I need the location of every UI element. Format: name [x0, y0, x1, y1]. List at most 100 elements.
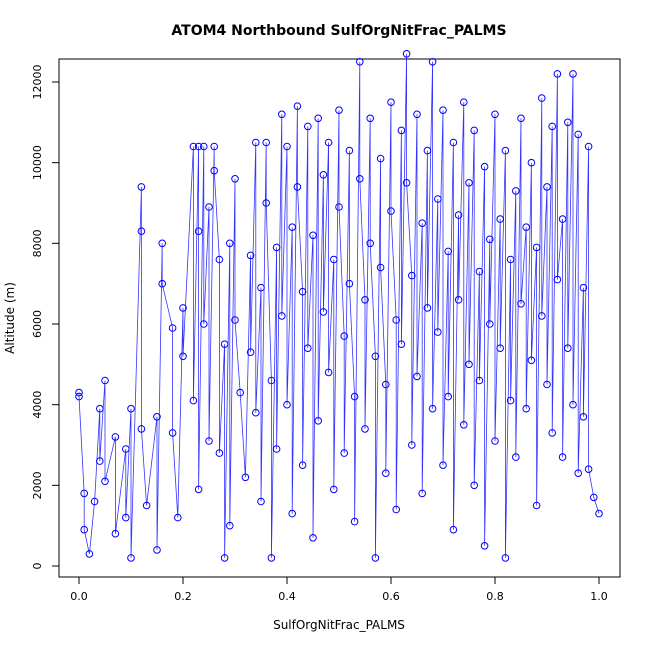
- data-point: [376, 263, 385, 272]
- plot-frame: [58, 58, 621, 578]
- data-point: [298, 461, 307, 470]
- data-point: [272, 243, 281, 252]
- data-point: [153, 546, 161, 554]
- data-point: [444, 247, 453, 256]
- data-point: [80, 489, 88, 498]
- data-point: [465, 360, 473, 369]
- data-point: [496, 344, 505, 353]
- data-point: [454, 296, 463, 304]
- data-point: [579, 283, 588, 292]
- x-tick-label: 0.8: [486, 590, 504, 603]
- y-tick-label: 8000: [31, 229, 44, 257]
- data-point: [267, 554, 276, 562]
- data-point: [356, 58, 364, 66]
- data-point: [194, 485, 203, 494]
- data-point: [215, 449, 224, 457]
- data-point: [522, 404, 531, 413]
- x-tick-label: 0.2: [174, 590, 192, 603]
- data-point: [324, 368, 333, 377]
- data-point: [548, 429, 557, 437]
- data-point: [142, 501, 151, 510]
- data-point: [480, 542, 489, 550]
- data-point: [584, 142, 593, 151]
- data-point: [553, 70, 562, 78]
- data-point: [122, 513, 130, 522]
- data-point: [392, 505, 401, 514]
- data-point: [480, 162, 489, 171]
- data-point: [200, 320, 208, 328]
- data-point: [543, 380, 551, 389]
- data-point: [569, 70, 577, 78]
- data-point: [122, 445, 130, 453]
- data-point: [246, 348, 255, 357]
- data-point: [361, 296, 369, 304]
- data-point: [444, 392, 453, 401]
- y-tick-label: 4000: [31, 391, 44, 419]
- data-point: [512, 453, 520, 461]
- data-point: [413, 372, 421, 381]
- data-point: [298, 287, 307, 296]
- data-point: [194, 142, 203, 151]
- data-point: [319, 171, 328, 179]
- x-axis-label: SulfOrgNitFrac_PALMS: [273, 618, 405, 632]
- data-point: [168, 324, 177, 332]
- data-point: [345, 146, 354, 155]
- data-point: [569, 400, 577, 409]
- data-point: [278, 110, 286, 119]
- data-point: [127, 404, 135, 413]
- data-point: [226, 521, 234, 530]
- data-point: [96, 457, 104, 465]
- data-point: [522, 223, 531, 231]
- x-axis: 0.0 0.2 0.4 0.6 0.8 1.0: [70, 576, 608, 603]
- data-point: [402, 179, 411, 187]
- data-point: [137, 183, 146, 191]
- data-point: [486, 320, 494, 328]
- data-point: [470, 126, 479, 135]
- data-point: [127, 554, 135, 562]
- data-point: [434, 328, 442, 336]
- data-point: [335, 106, 343, 114]
- data-point: [501, 146, 510, 155]
- data-point: [449, 525, 458, 534]
- data-point: [314, 114, 323, 123]
- data-point: [215, 255, 224, 264]
- data-point: [564, 118, 572, 127]
- data-point: [304, 122, 312, 131]
- data-point: [267, 376, 276, 385]
- data-point: [153, 413, 161, 421]
- data-point: [304, 344, 312, 353]
- data-point: [101, 477, 109, 486]
- data-point: [220, 340, 229, 349]
- data-point: [382, 380, 390, 389]
- data-point: [96, 404, 104, 413]
- data-point: [189, 142, 198, 151]
- y-tick-label: 0: [31, 563, 44, 570]
- data-point: [330, 485, 338, 494]
- x-tick-label: 1.0: [590, 590, 608, 603]
- data-point: [501, 554, 510, 562]
- x-tick-label: 0.0: [70, 590, 88, 603]
- data-point: [137, 425, 146, 433]
- data-point: [423, 146, 432, 155]
- data-point: [564, 344, 572, 353]
- data-point: [449, 138, 458, 147]
- data-point: [408, 441, 416, 449]
- data-point: [283, 142, 291, 151]
- x-tick-label: 0.4: [278, 590, 296, 603]
- data-point: [574, 130, 583, 139]
- data-point: [460, 421, 468, 429]
- data-point: [340, 449, 349, 457]
- data-point: [538, 312, 546, 320]
- data-point: [590, 493, 598, 502]
- data-point: [418, 219, 427, 227]
- data-point: [548, 122, 557, 131]
- data-point: [189, 396, 198, 405]
- data-point: [220, 554, 229, 562]
- data-point: [246, 251, 255, 260]
- y-tick-label: 12000: [31, 65, 44, 100]
- data-point: [512, 187, 520, 195]
- data-point: [85, 550, 94, 558]
- data-point: [397, 340, 406, 349]
- series-line: [78, 53, 600, 558]
